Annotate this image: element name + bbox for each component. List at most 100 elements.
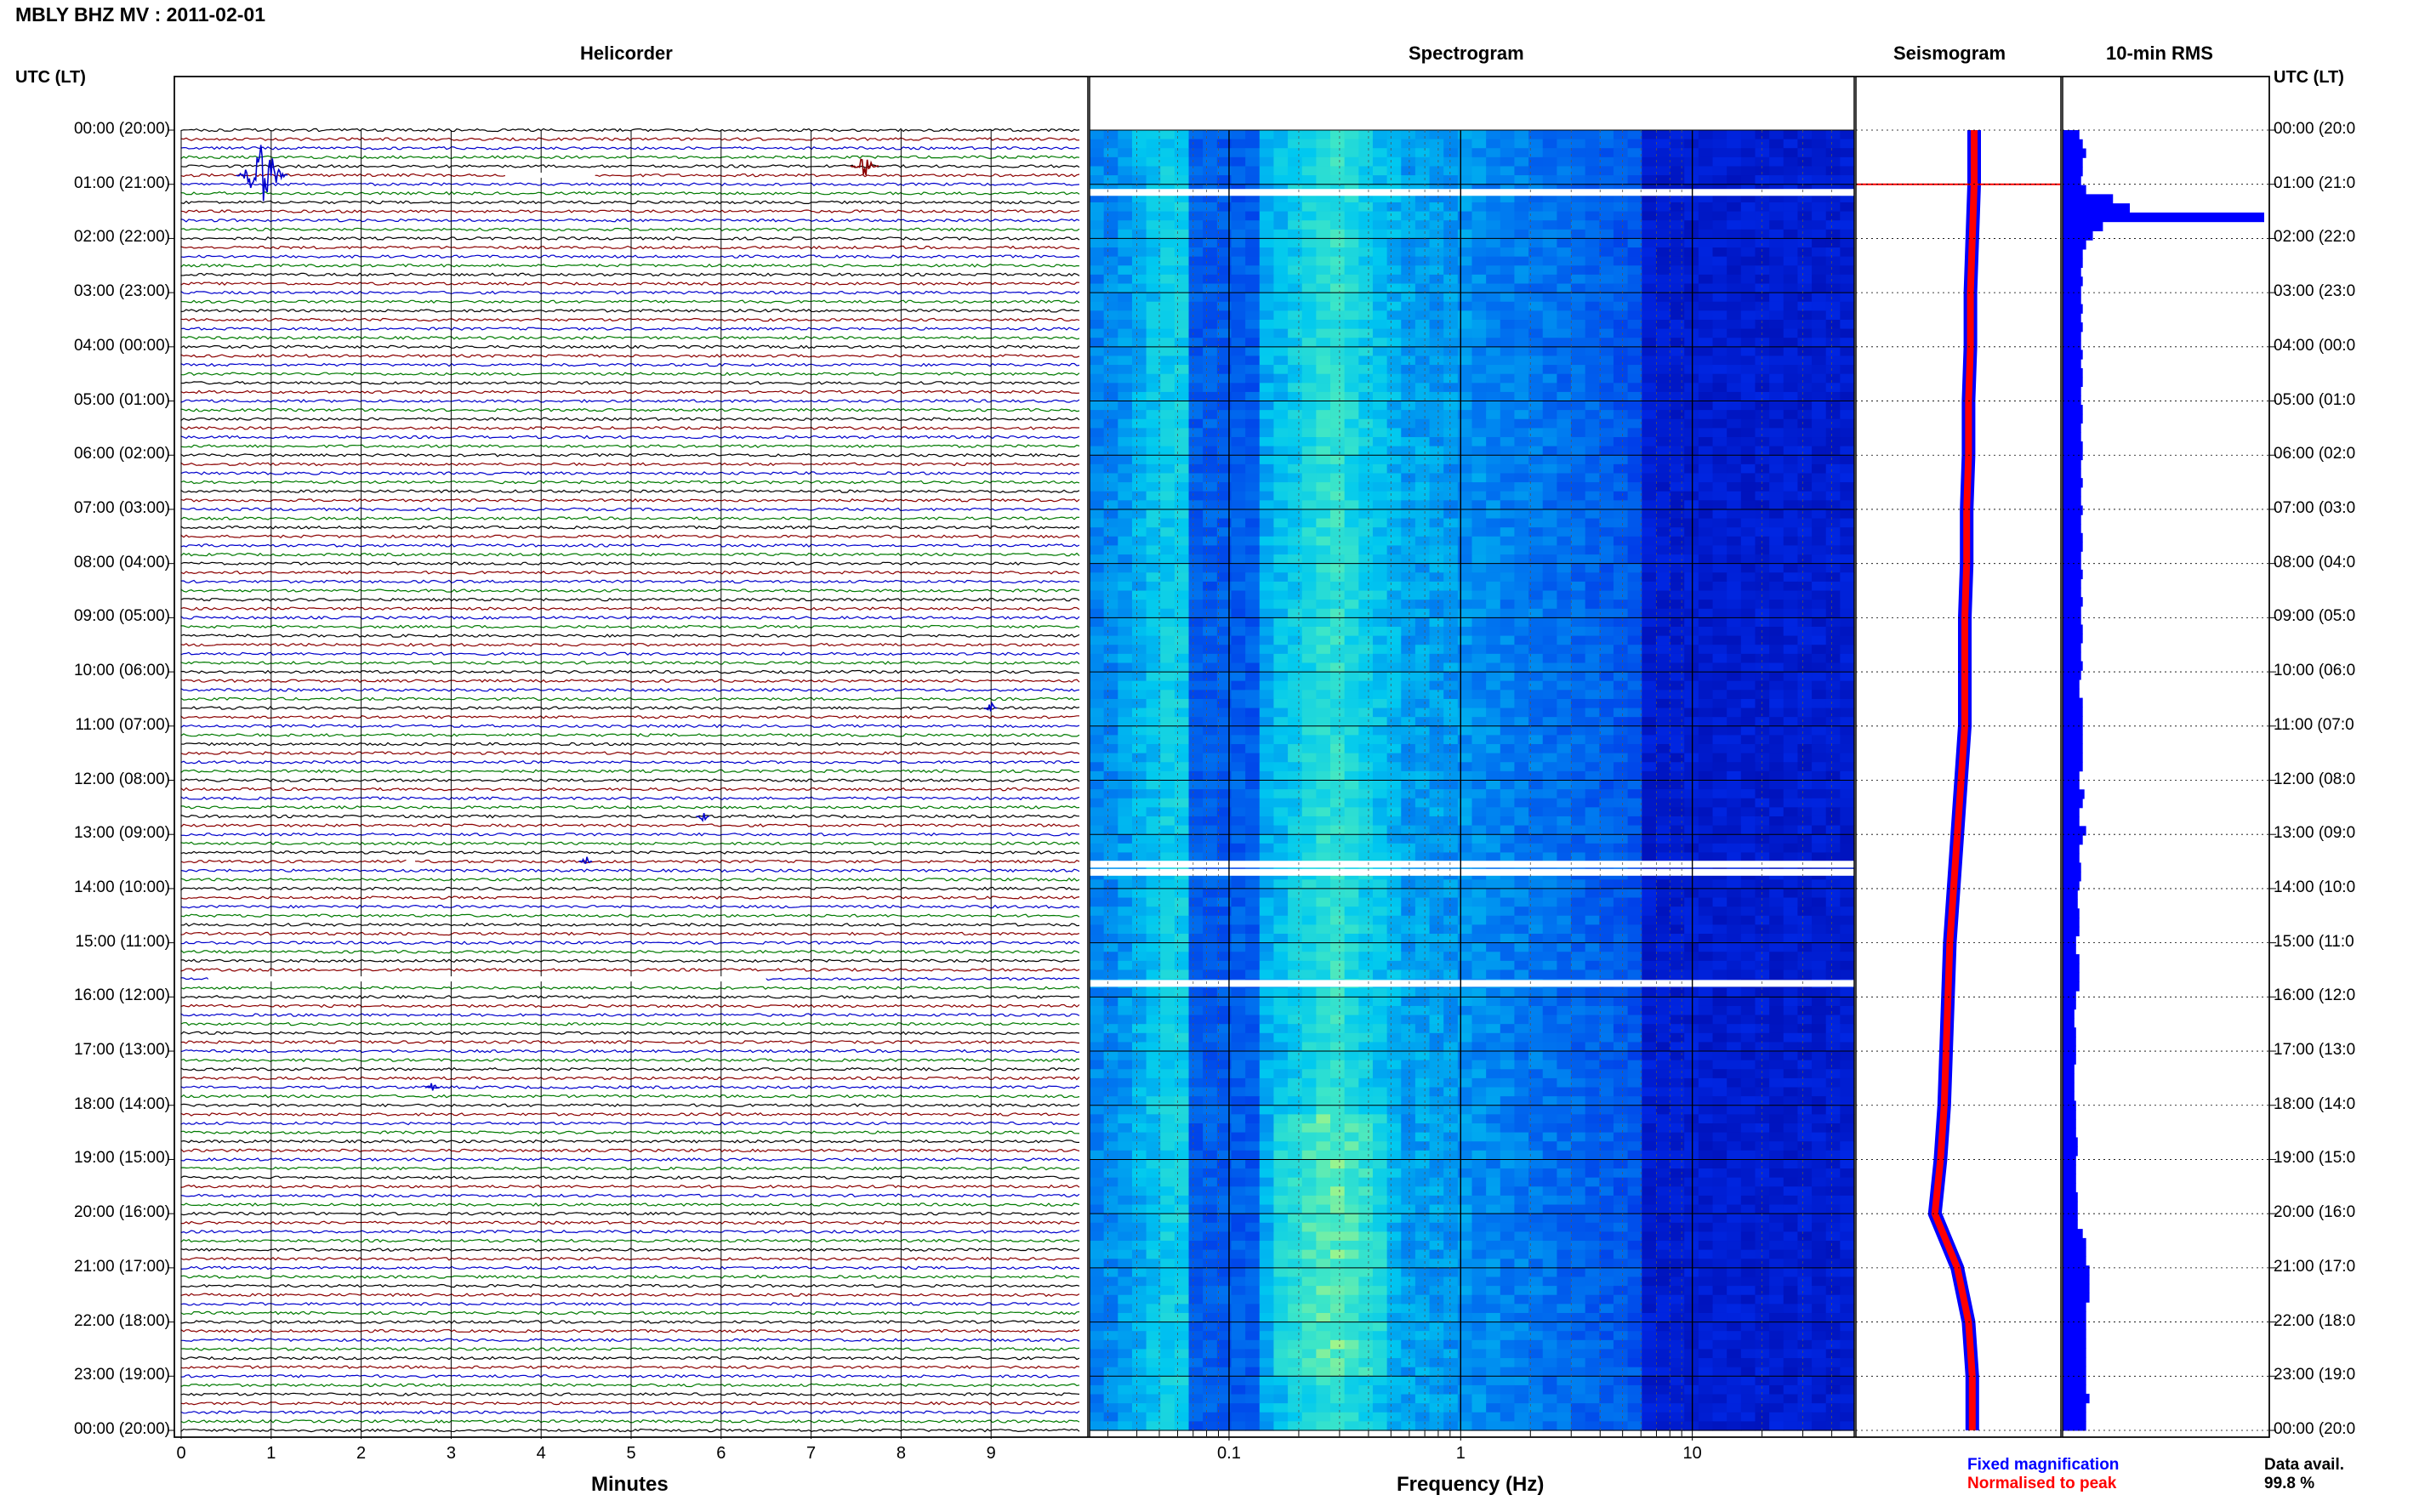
spectrogram-cell — [1571, 744, 1586, 754]
spectrogram-cell — [1727, 319, 1742, 330]
spectrogram-cell — [1840, 463, 1855, 475]
spectrogram-cell — [1443, 446, 1459, 456]
spectrogram-cell — [1627, 744, 1642, 754]
spectrogram-cell — [1457, 645, 1473, 655]
spectrogram-cell — [1118, 482, 1133, 492]
spectrogram-cell — [1203, 509, 1218, 520]
spectrogram-cell — [1712, 807, 1727, 817]
spectrogram-cell — [1642, 410, 1657, 420]
spectrogram-cell — [1090, 672, 1105, 682]
spectrogram-cell — [1160, 418, 1175, 429]
spectrogram-cell — [1514, 437, 1529, 447]
spectrogram-cell — [1372, 391, 1388, 402]
spectrogram-cell — [1386, 274, 1402, 285]
spectrogram-cell — [1273, 446, 1289, 456]
spectrogram-cell — [1131, 843, 1147, 854]
spectrogram-cell — [1642, 635, 1657, 645]
spectrogram-cell — [1231, 211, 1246, 221]
spectrogram-cell — [1160, 463, 1175, 475]
spectrogram-cell — [1273, 617, 1289, 628]
spectrogram-cell — [1386, 373, 1402, 384]
spectrogram-cell — [1613, 735, 1629, 745]
spectrogram-cell — [1670, 762, 1685, 772]
spectrogram-cell — [1118, 473, 1133, 483]
spectrogram-cell — [1203, 770, 1218, 782]
spectrogram-cell — [1712, 762, 1727, 772]
spectrogram-cell — [1401, 310, 1416, 321]
spectrogram-cell — [1542, 924, 1557, 935]
spectrogram-cell — [1755, 798, 1770, 808]
spectrogram-cell — [1769, 753, 1784, 763]
spectrogram-cell — [1486, 401, 1501, 411]
spectrogram-cell — [1812, 418, 1827, 429]
spectrogram-cell — [1684, 572, 1699, 583]
spectrogram-cell — [1131, 545, 1147, 555]
spectrogram-cell — [1203, 725, 1218, 736]
spectrogram-cell — [1797, 130, 1813, 140]
spectrogram-cell — [1755, 301, 1770, 311]
spectrogram-cell — [1174, 600, 1190, 610]
spectrogram-cell — [1146, 256, 1161, 266]
spectrogram-cell — [1188, 600, 1204, 610]
spectrogram-cell — [1755, 328, 1770, 338]
spectrogram-cell — [1571, 175, 1586, 185]
spectrogram-cell — [1188, 346, 1204, 357]
spectrogram-cell — [1259, 139, 1275, 149]
spectrogram-cell — [1812, 410, 1827, 420]
spectrogram-cell — [1840, 410, 1855, 420]
spectrogram-cell — [1571, 283, 1586, 293]
spectrogram-cell — [1288, 283, 1303, 293]
spectrogram-cell — [1755, 346, 1770, 357]
spectrogram-cell — [1443, 518, 1459, 528]
spectrogram-cell — [1783, 500, 1799, 510]
spectrogram-cell — [1330, 202, 1346, 213]
spectrogram-cell — [1769, 626, 1784, 637]
spectrogram-cell — [1344, 770, 1359, 782]
spectrogram-cell — [1627, 816, 1642, 827]
spectrogram-cell — [1301, 391, 1317, 402]
spectrogram-cell — [1216, 698, 1232, 709]
spectrogram-cell — [1528, 328, 1544, 338]
spectrogram-cell — [1542, 373, 1557, 384]
spectrogram-cell — [1557, 310, 1572, 321]
spectrogram-cell — [1599, 545, 1614, 555]
spectrogram-cell — [1259, 717, 1275, 727]
spectrogram-cell — [1727, 148, 1742, 158]
spectrogram-cell — [1090, 744, 1105, 754]
spectrogram-cell — [1769, 744, 1784, 754]
spectrogram-cell — [1401, 383, 1416, 393]
spectrogram-cell — [1514, 418, 1529, 429]
spectrogram-cell — [1500, 265, 1516, 276]
spectrogram-cell — [1684, 229, 1699, 240]
spectrogram-cell — [1273, 536, 1289, 547]
spectrogram-cell — [1386, 572, 1402, 583]
spectrogram-cell — [1288, 518, 1303, 528]
spectrogram-cell — [1514, 816, 1529, 827]
spectrogram-cell — [1301, 545, 1317, 555]
spectrogram-cell — [1188, 365, 1204, 375]
spectrogram-cell — [1344, 274, 1359, 285]
spectrogram-cell — [1103, 518, 1118, 528]
spectrogram-cell — [1769, 942, 1784, 952]
spectrogram-cell — [1414, 156, 1431, 168]
spectrogram-cell — [1443, 698, 1459, 709]
spectrogram-cell — [1131, 807, 1147, 817]
spectrogram-cell — [1103, 590, 1118, 600]
spectrogram-cell — [1613, 265, 1629, 276]
spectrogram-cell — [1797, 310, 1813, 321]
spectrogram-cell — [1146, 148, 1161, 158]
spectrogram-cell — [1259, 418, 1275, 429]
spectrogram-cell — [1542, 717, 1557, 727]
spectrogram-cell — [1571, 139, 1586, 149]
spectrogram-cell — [1571, 463, 1586, 475]
spectrogram-cell — [1769, 193, 1784, 203]
spectrogram-cell — [1216, 328, 1232, 338]
spectrogram-cell — [1840, 645, 1855, 655]
spectrogram-cell — [1684, 563, 1699, 573]
spectrogram-cell — [1500, 608, 1516, 618]
spectrogram-cell — [1414, 798, 1431, 808]
spectrogram-cell — [1131, 139, 1147, 149]
spectrogram-cell — [1090, 753, 1105, 763]
spectrogram-cell — [1358, 825, 1374, 835]
spectrogram-cell — [1188, 338, 1204, 348]
